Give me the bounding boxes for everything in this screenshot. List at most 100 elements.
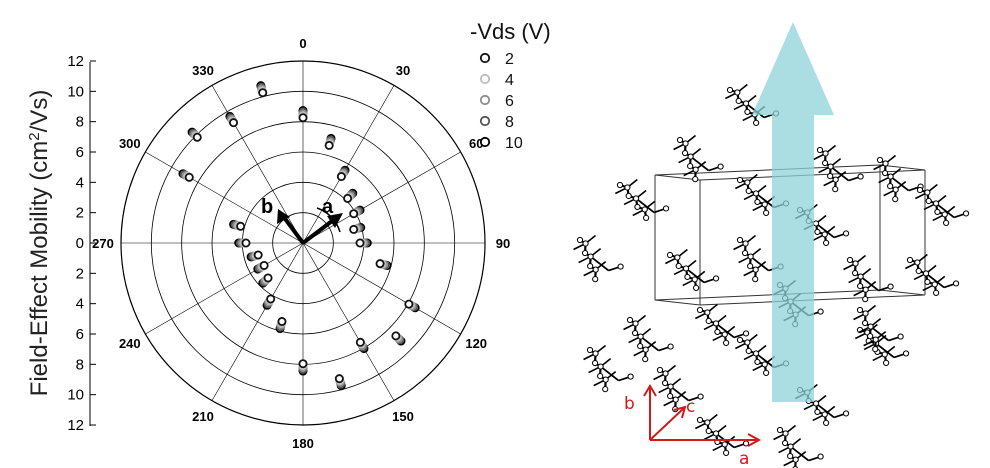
data-point [343,193,353,203]
molecule [653,364,704,413]
data-point [266,294,276,304]
angle-tick-label: 270 [92,236,114,251]
transport-arrow-head [752,22,834,115]
radial-tick-label: 10 [67,387,84,404]
angle-tick-label: 120 [465,336,487,351]
radial-tick-label: 4 [76,174,84,191]
transport-direction-arrow [752,22,834,402]
molecule [623,314,674,363]
radial-tick-label: 8 [76,114,84,131]
arrow-b-head [277,209,290,224]
data-point [241,238,251,248]
polar-mobility-chart: Field-Effect Mobility (cm2/Vs) 12 10 8 6 4 2 0… [26,36,511,451]
data-point [391,331,401,341]
radial-tick-label: 4 [76,296,84,313]
angle-tick-label: 90 [496,236,510,251]
molecule [694,303,750,346]
data-point [259,260,269,270]
crystal-axis-c-label: c [686,397,695,417]
grid-spoke [145,151,304,244]
radial-ticks: 12 10 8 6 4 2 0 2 4 6 8 10 12 [67,53,96,434]
radial-tick-label: 12 [67,53,84,70]
arrow-a [301,216,338,245]
data-point [229,118,239,128]
data-point [253,250,263,260]
data-point [192,132,202,142]
molecule [873,154,924,203]
legend-label: 6 [505,93,514,110]
grid-spoke [302,242,395,401]
molecule [773,424,824,468]
crystal-axis-arrows: a b [261,196,343,245]
molecule [583,344,634,393]
data-point [404,299,414,309]
data-point [349,224,359,234]
data-point [258,88,268,98]
data-point [355,337,365,347]
angle-tick-label: 240 [119,336,141,351]
molecule [853,304,904,353]
data-point [375,259,385,269]
data-point [324,140,334,150]
legend-entries: 2 4 6 8 10 [479,51,523,152]
angle-tick-label: 150 [392,409,414,424]
legend-marker [479,52,491,64]
radial-tick-label: 0 [76,235,84,252]
molecule [843,254,894,303]
y-axis-label: Field-Effect Mobility (cm2/Vs) [26,90,54,397]
angle-tick-label: 60 [469,136,483,151]
angle-tick-label: 330 [192,63,214,78]
angle-labels: 0 30 60 90 120 150 180 210 240 270 300 330 [92,36,510,451]
crystal-axis-a-label: a [739,449,749,468]
legend-title: -Vds (V) [470,19,551,44]
data-point [349,209,359,219]
legend-label: 8 [505,114,514,131]
transport-arrow-shaft [772,112,814,402]
grid-spoke [145,242,304,335]
data-point [263,273,273,283]
crystal-axes [643,384,762,447]
crystal-axis-b-label: b [624,394,635,414]
angle-tick-label: 210 [192,409,214,424]
data-point [334,374,344,384]
grid-spoke [302,151,461,244]
molecule [914,183,970,226]
radial-tick-label: 8 [76,356,84,373]
label-b: b [261,196,273,218]
radial-tick-label: 6 [76,326,84,343]
data-point [184,172,194,182]
radial-tick-label: 2 [76,265,84,282]
data-points [178,81,420,391]
data-point [355,238,365,248]
data-point [236,221,246,231]
legend-marker [479,94,491,106]
data-point [336,172,346,182]
legend-marker [479,73,491,85]
legend-label: 10 [505,135,523,152]
molecule [573,234,624,283]
radial-tick-label: 2 [76,205,84,222]
grid-spoke [211,242,304,401]
data-point [298,359,308,369]
arc-a [316,207,341,233]
molecule [904,253,960,296]
angle-tick-label: 300 [119,136,141,151]
legend-label: 4 [505,72,514,89]
data-point [298,113,308,123]
molecule [614,178,670,221]
grid-spoke [211,85,304,244]
legend-marker [479,136,491,148]
molecule [673,134,724,183]
grid-spokes [121,61,485,425]
legend: -Vds (V) 2 4 6 8 10 [470,19,551,152]
data-point [277,317,287,327]
molecule [813,144,864,193]
angle-tick-label: 0 [299,36,306,51]
label-a: a [322,196,334,218]
angle-tick-label: 30 [396,63,410,78]
radial-tick-label: 6 [76,144,84,161]
grid-spoke [302,85,395,244]
crystal-packing-diagram: b c a [573,22,970,468]
radial-tick-label: 10 [67,83,84,100]
